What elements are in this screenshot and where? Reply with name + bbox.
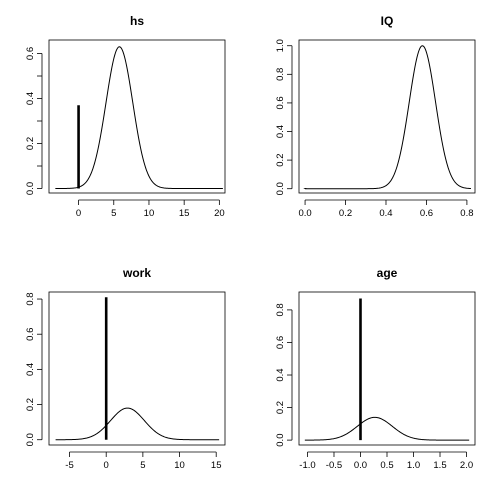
y-tick-label: 0.6	[275, 336, 286, 349]
y-tick-label: 0.0	[25, 433, 36, 446]
y-tick-label: 0.8	[25, 292, 36, 305]
x-tick-label: 0	[76, 208, 81, 219]
panel-title: age	[377, 266, 398, 280]
y-tick-label: 0.4	[25, 92, 36, 105]
x-tick-label: 0.0	[298, 208, 311, 219]
y-tick-label: 0.2	[275, 154, 286, 167]
x-tick-label: 10	[174, 460, 185, 471]
plot-box	[298, 39, 476, 194]
plot-box	[48, 291, 226, 446]
x-tick-label: -1.0	[299, 460, 315, 471]
x-tick-label: 0.2	[339, 208, 352, 219]
plot-box	[48, 39, 226, 194]
y-tick-label: 0.8	[275, 68, 286, 81]
y-tick-label: 0.0	[275, 182, 286, 195]
density-curve	[55, 46, 223, 189]
x-tick-label: 0.0	[354, 460, 367, 471]
y-tick-label: 0.4	[25, 363, 36, 376]
y-tick-label: 0.6	[25, 47, 36, 60]
panel-IQ: IQ 0.0 0.2 0.4 0.6 0.8 0.0 0.2 0.4 0.6 0.8 1.0	[275, 14, 476, 219]
y-tick-label: 0.0	[275, 434, 286, 447]
y-tick-label: 0.2	[275, 401, 286, 414]
y-tick-label: 0.6	[25, 328, 36, 341]
y-tick-label: 1.0	[275, 39, 286, 52]
panel-title: hs	[130, 14, 144, 28]
density-curve	[304, 416, 470, 441]
y-tick-label: 0.2	[25, 398, 36, 411]
panel-hs: hs 0 5 10 15 20 0.0 0.2 0.4 0.6	[25, 14, 226, 219]
x-tick-label: 5	[111, 208, 116, 219]
x-tick-label: 20	[214, 208, 225, 219]
x-tick-label: 2.0	[460, 460, 473, 471]
x-tick-label: 10	[144, 208, 155, 219]
x-tick-label: 0.6	[420, 208, 433, 219]
x-tick-label: 1.5	[433, 460, 446, 471]
x-tick-label: 0	[104, 460, 109, 471]
y-tick-label: 0.6	[275, 96, 286, 109]
y-tick-label: 0.2	[25, 137, 36, 150]
panel-title: IQ	[381, 14, 394, 28]
panel-age: age -1.0 -0.5 0.0 0.5 1.0 1.5 2.0 0.0 0.2 0.4 0.6 0.…	[275, 266, 476, 471]
y-tick-label: 0.0	[25, 182, 36, 195]
x-tick-label: 0.4	[379, 208, 392, 219]
x-tick-label: -0.5	[326, 460, 342, 471]
x-tick-label: -5	[65, 460, 73, 471]
density-curve	[55, 407, 220, 441]
y-tick-label: 0.4	[275, 368, 286, 381]
y-tick-label: 0.8	[275, 303, 286, 316]
panel-work: work -5 0 5 10 15 0.0 0.2 0.4 0.6 0.8	[25, 266, 226, 471]
x-tick-label: 0.8	[460, 208, 473, 219]
x-tick-label: 15	[211, 460, 222, 471]
panel-title: work	[122, 266, 151, 280]
x-tick-label: 0.5	[380, 460, 393, 471]
x-tick-label: 1.0	[407, 460, 420, 471]
x-tick-label: 15	[179, 208, 190, 219]
plot-box	[298, 291, 476, 446]
x-tick-label: 5	[140, 460, 145, 471]
density-curve	[305, 45, 471, 190]
y-tick-label: 0.4	[275, 125, 286, 138]
